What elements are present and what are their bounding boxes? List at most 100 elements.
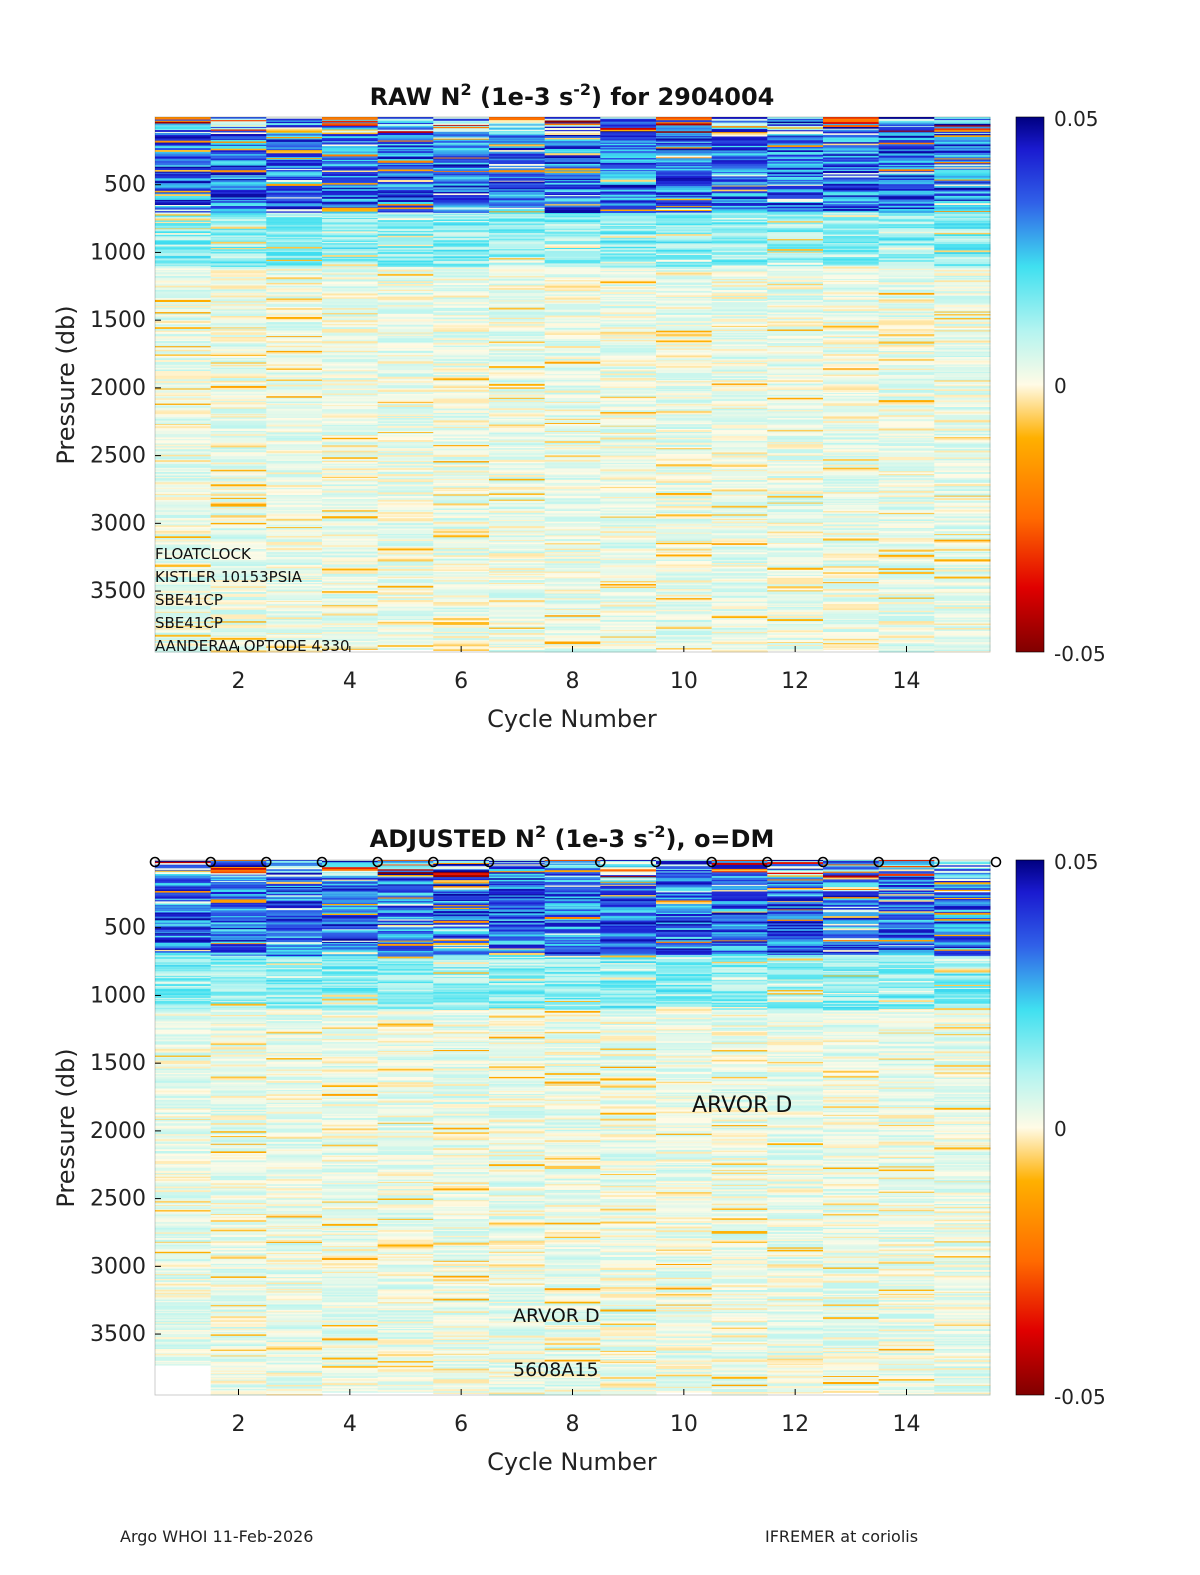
xtick-label: 10 — [670, 669, 698, 694]
cycle-column-2 — [210, 860, 267, 1396]
xtick-label: 8 — [566, 669, 580, 694]
annotation-arvor-d-large: ARVOR D — [692, 1093, 792, 1118]
cycle-column-11 — [711, 860, 768, 1396]
ytick-label: 1000 — [90, 983, 146, 1008]
cycle-column-14 — [878, 860, 935, 1396]
annotation-optode: AANDERAA OPTODE 4330 — [155, 637, 350, 655]
cycle-column-4 — [322, 860, 379, 1393]
annotation-floatclock: FLOATCLOCK — [155, 545, 252, 563]
ytick-label: 500 — [104, 173, 146, 198]
colorbar-gradient — [1015, 116, 1045, 653]
cycle-column-6 — [433, 860, 490, 1394]
ytick-label: 2500 — [90, 444, 146, 469]
dm-marker — [761, 856, 773, 868]
xtick-label: 4 — [343, 669, 357, 694]
panel-adjusted-heatmap — [155, 860, 991, 1396]
annotation-serial: 5608A15 — [513, 1359, 599, 1381]
dm-marker — [873, 856, 885, 868]
dm-marker — [650, 856, 662, 868]
cycle-column-9 — [600, 860, 657, 1396]
panel-raw-xticks: 2 4 6 8 10 12 14 — [232, 646, 921, 694]
dm-marker — [483, 856, 495, 868]
colorbar-tick-zero: 0 — [1054, 1117, 1067, 1141]
colorbar-tick-min: -0.05 — [1054, 1385, 1106, 1409]
dm-marker — [706, 856, 718, 868]
cycle-column-12 — [767, 860, 824, 1394]
cycle-column-11 — [711, 117, 768, 653]
cycle-column-3 — [266, 860, 323, 1396]
panel-raw-title: RAW N2 (1e-3 s-2) for 2904004 — [370, 80, 775, 111]
panel-adjusted-dm-markers — [149, 856, 1002, 868]
annotation-arvor-d: ARVOR D — [513, 1305, 600, 1327]
annotation-sbe41cp-1: SBE41CP — [155, 591, 223, 609]
xtick-label: 6 — [454, 669, 468, 694]
dm-marker — [539, 856, 551, 868]
xtick-label: 8 — [566, 1412, 580, 1437]
xtick-label: 2 — [232, 1412, 246, 1437]
ytick-label: 3500 — [90, 1322, 146, 1347]
annotation-sbe41cp-2: SBE41CP — [155, 614, 223, 632]
xtick-label: 10 — [670, 1412, 698, 1437]
dm-marker — [149, 856, 161, 868]
footer-right: IFREMER at coriolis — [765, 1527, 919, 1546]
cycle-column-6 — [433, 117, 490, 651]
colorbar-tick-max: 0.05 — [1054, 107, 1099, 131]
panel-adjusted-xticks: 2 4 6 8 10 12 14 — [232, 1389, 921, 1437]
cycle-column-1 — [155, 117, 212, 653]
cycle-column-2 — [210, 117, 267, 653]
colorbar-tick-min: -0.05 — [1054, 642, 1106, 666]
dm-marker — [205, 856, 216, 868]
colorbar-gradient — [1015, 859, 1045, 1396]
cycle-column-12 — [767, 117, 824, 652]
panel-raw-ylabel: Pressure (db) — [52, 305, 80, 464]
cycle-column-14 — [878, 117, 935, 653]
annotation-kistler: KISTLER 10153PSIA — [155, 568, 303, 586]
xtick-label: 12 — [781, 669, 809, 694]
cycle-column-9 — [600, 117, 657, 653]
ytick-label: 3000 — [90, 1254, 146, 1279]
panel-adjusted-title: ADJUSTED N2 (1e-3 s-2), o=DM — [370, 822, 775, 853]
xtick-label: 14 — [893, 1412, 921, 1437]
dm-marker — [817, 856, 829, 868]
dm-marker — [990, 856, 1002, 868]
xtick-label: 4 — [343, 1412, 357, 1437]
panel-adjusted-yticks: 500 1000 1500 2000 2500 3000 3500 — [90, 916, 161, 1347]
ytick-label: 3500 — [90, 579, 146, 604]
dm-marker — [427, 856, 439, 868]
cycle-column-3 — [266, 117, 323, 653]
cycle-column-15 — [934, 860, 991, 1396]
ytick-label: 500 — [104, 916, 146, 941]
ytick-label: 3000 — [90, 511, 146, 536]
cycle-column-8 — [544, 860, 601, 1396]
cycle-column-15 — [934, 117, 991, 653]
colorbar-tick-zero: 0 — [1054, 374, 1067, 398]
panel-raw-yticks: 500 1000 1500 2000 2500 3000 3500 — [90, 173, 161, 604]
panel-adjusted-colorbar: 0.05 0 -0.05 — [1015, 850, 1106, 1409]
panel-adjusted-xlabel: Cycle Number — [487, 1448, 657, 1476]
cycle-column-5 — [377, 117, 434, 650]
cycle-column-10 — [656, 117, 713, 650]
colorbar-tick-max: 0.05 — [1054, 850, 1099, 874]
cycle-column-8 — [544, 117, 601, 653]
ytick-label: 1500 — [90, 1051, 146, 1076]
dm-marker — [260, 856, 272, 868]
dm-marker — [372, 856, 384, 868]
xtick-label: 14 — [893, 669, 921, 694]
ytick-label: 1500 — [90, 308, 146, 333]
dm-marker — [928, 856, 940, 868]
panel-raw: RAW N2 (1e-3 s-2) for 2904004 500 1000 150… — [52, 80, 1106, 733]
dm-marker — [316, 856, 328, 868]
dm-marker — [594, 856, 606, 868]
cycle-column-7 — [489, 860, 546, 1396]
cycle-column-13 — [823, 117, 880, 650]
ytick-label: 1000 — [90, 240, 146, 265]
ytick-label: 2500 — [90, 1187, 146, 1212]
footer-left: Argo WHOI 11-Feb-2026 — [120, 1527, 314, 1546]
xtick-label: 12 — [781, 1412, 809, 1437]
panel-raw-colorbar: 0.05 0 -0.05 — [1015, 107, 1106, 666]
xtick-label: 2 — [232, 669, 246, 694]
panel-raw-annotations: FLOATCLOCK KISTLER 10153PSIA SBE41CP SBE… — [155, 545, 350, 655]
cycle-column-1 — [155, 860, 212, 1366]
cycle-column-13 — [823, 860, 880, 1393]
